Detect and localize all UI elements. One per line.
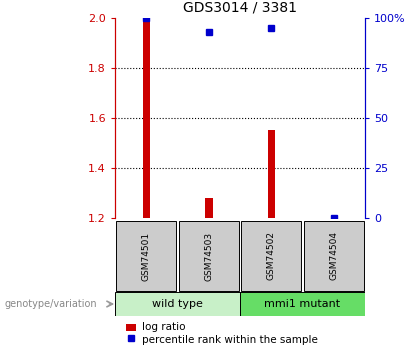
Text: genotype/variation: genotype/variation [4, 299, 97, 309]
Bar [205, 198, 213, 218]
Text: GSM74501: GSM74501 [142, 231, 151, 280]
Text: GSM74504: GSM74504 [329, 231, 338, 280]
Bar [268, 130, 275, 218]
Bar [115, 292, 240, 316]
Text: percentile rank within the sample: percentile rank within the sample [142, 335, 318, 345]
Title: GDS3014 / 3381: GDS3014 / 3381 [183, 0, 297, 14]
Bar [241, 221, 301, 290]
Bar [126, 324, 136, 331]
Bar [179, 221, 239, 290]
Text: log ratio: log ratio [142, 322, 186, 332]
Bar [142, 18, 150, 218]
Bar [240, 292, 365, 316]
Text: wild type: wild type [152, 299, 203, 309]
Text: GSM74503: GSM74503 [204, 231, 213, 280]
Bar [304, 221, 364, 290]
Text: GSM74502: GSM74502 [267, 231, 276, 280]
Bar [116, 221, 176, 290]
Text: mmi1 mutant: mmi1 mutant [265, 299, 341, 309]
